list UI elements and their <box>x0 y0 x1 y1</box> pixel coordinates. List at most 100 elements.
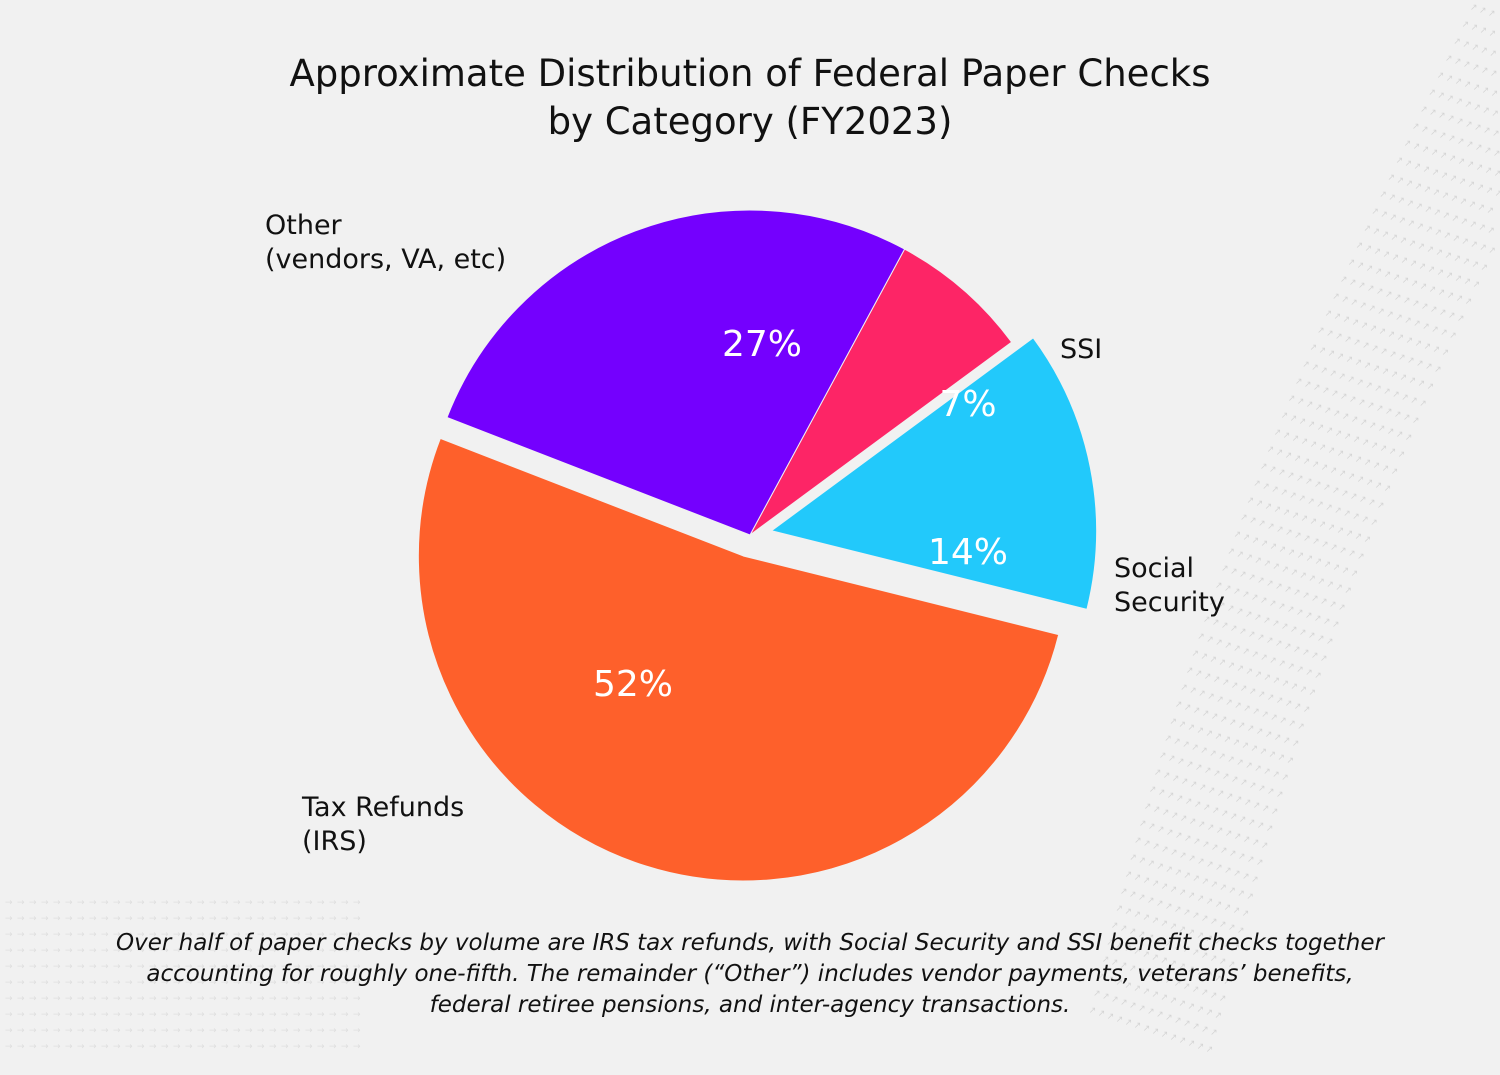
background-arrow: ↗ <box>1271 807 1279 817</box>
background-arrow: ↗ <box>1414 162 1422 172</box>
background-arrow: ↗ <box>1195 763 1203 773</box>
background-arrow: → <box>137 1042 145 1052</box>
background-arrow: ↗ <box>1364 361 1372 371</box>
background-arrow: ↗ <box>1447 114 1455 124</box>
background-arrow: ↗ <box>1483 126 1491 136</box>
background-arrow: ↗ <box>1170 885 1178 895</box>
background-arrow: ↗ <box>1322 386 1330 396</box>
background-arrow: ↗ <box>1359 495 1367 505</box>
background-arrow: ↗ <box>1263 616 1271 626</box>
background-arrow: → <box>89 914 97 924</box>
background-arrow: ↗ <box>1197 857 1205 867</box>
background-arrow: ↗ <box>1341 489 1349 499</box>
background-arrow: ↗ <box>1195 669 1203 679</box>
background-arrow: ↗ <box>1219 883 1227 893</box>
background-arrow: ↗ <box>1340 275 1348 285</box>
background-arrow: → <box>329 898 337 908</box>
pie-category-label-2-line-0: Other <box>265 210 343 241</box>
background-arrow: ↗ <box>1398 353 1406 363</box>
background-arrow: ↗ <box>1093 989 1101 999</box>
background-arrow: ↗ <box>1389 447 1397 457</box>
background-arrow: ↗ <box>1348 258 1356 268</box>
background-arrow: ↗ <box>1296 608 1304 618</box>
background-arrow: ↗ <box>1462 257 1470 267</box>
background-arrow: ↗ <box>1471 260 1479 270</box>
background-arrow: ↗ <box>1416 359 1424 369</box>
background-arrow: ↗ <box>1365 244 1373 254</box>
background-arrow: ↗ <box>1351 415 1359 425</box>
background-arrow: ↗ <box>1224 903 1232 913</box>
background-arrow: ↗ <box>1206 860 1214 870</box>
background-arrow: ↗ <box>1147 859 1155 869</box>
background-arrow: ↗ <box>1266 636 1274 646</box>
background-arrow: → <box>17 1042 25 1052</box>
background-arrow: ↗ <box>1224 584 1232 594</box>
pie-category-label-0-line-1: Security <box>1114 587 1225 618</box>
background-arrow: ↗ <box>1325 503 1333 513</box>
background-arrow: ↗ <box>1272 562 1280 572</box>
background-arrow: ↗ <box>1304 380 1312 390</box>
background-arrow: ↗ <box>1396 176 1404 186</box>
background-arrow: ↗ <box>1433 345 1441 355</box>
background-arrow: ↗ <box>1421 125 1429 135</box>
background-arrow: → <box>281 946 289 956</box>
background-arrow: ↗ <box>1257 633 1265 643</box>
background-arrow: ↗ <box>1156 973 1164 983</box>
background-arrow: ↗ <box>1218 658 1226 668</box>
background-arrow: → <box>185 962 193 972</box>
background-arrow: → <box>197 962 205 972</box>
background-arrow: ↗ <box>1288 548 1296 558</box>
background-arrow: ↗ <box>1211 712 1219 722</box>
background-arrow: → <box>137 978 145 988</box>
background-arrow: → <box>137 946 145 956</box>
background-arrow: → <box>41 978 49 988</box>
background-arrow: ↗ <box>1305 611 1313 621</box>
background-arrow: → <box>149 930 157 940</box>
background-arrow: → <box>233 946 241 956</box>
background-arrow: ↗ <box>1308 574 1316 584</box>
background-arrow: ↗ <box>1124 944 1132 954</box>
background-arrow: → <box>341 994 349 1004</box>
background-arrow: ↗ <box>1368 498 1376 508</box>
background-arrow: → <box>149 946 157 956</box>
background-arrow: ↗ <box>1260 596 1268 606</box>
background-arrow: → <box>29 1042 37 1052</box>
background-arrow: → <box>77 1010 85 1020</box>
background-arrow: ↗ <box>1219 920 1227 930</box>
background-arrow: ↗ <box>1263 673 1271 683</box>
background-arrow: ↗ <box>1196 931 1204 941</box>
background-arrow: ↗ <box>1212 618 1220 628</box>
background-arrow: ↗ <box>1192 948 1200 958</box>
background-arrow: → <box>17 978 25 988</box>
background-arrow: ↗ <box>1486 206 1494 216</box>
background-arrow: → <box>65 1010 73 1020</box>
background-arrow: ↗ <box>1257 821 1265 831</box>
background-arrow: ↗ <box>1217 789 1225 799</box>
background-arrow: ↗ <box>1256 499 1264 509</box>
background-arrow: ↗ <box>1204 672 1212 682</box>
background-arrow: ↗ <box>1231 775 1239 785</box>
background-arrow: ↗ <box>1294 531 1302 541</box>
background-arrow: → <box>317 1042 325 1052</box>
background-arrow: ↗ <box>1169 922 1177 932</box>
background-arrow: → <box>269 1042 277 1052</box>
background-arrow: → <box>233 978 241 988</box>
background-arrow: ↗ <box>1115 904 1123 914</box>
background-arrow: ↗ <box>1247 724 1255 734</box>
background-arrow: → <box>173 978 181 988</box>
background-arrow: ↗ <box>1471 43 1479 53</box>
background-arrow: ↗ <box>1238 721 1246 731</box>
background-arrow: ↗ <box>1180 683 1188 693</box>
background-arrow: ↗ <box>1233 644 1241 654</box>
background-arrow: ↗ <box>1413 319 1421 329</box>
background-arrow: ↗ <box>1413 142 1421 152</box>
background-arrow: ↗ <box>1198 820 1206 830</box>
background-arrow: ↗ <box>1196 726 1204 736</box>
background-arrow: ↗ <box>1254 670 1262 680</box>
background-arrow: ↗ <box>1311 594 1319 604</box>
background-arrow: ↗ <box>1397 196 1405 206</box>
background-arrow: ↗ <box>1125 1018 1133 1028</box>
background-arrow: ↗ <box>1334 312 1342 322</box>
background-arrow: ↗ <box>1324 406 1332 416</box>
